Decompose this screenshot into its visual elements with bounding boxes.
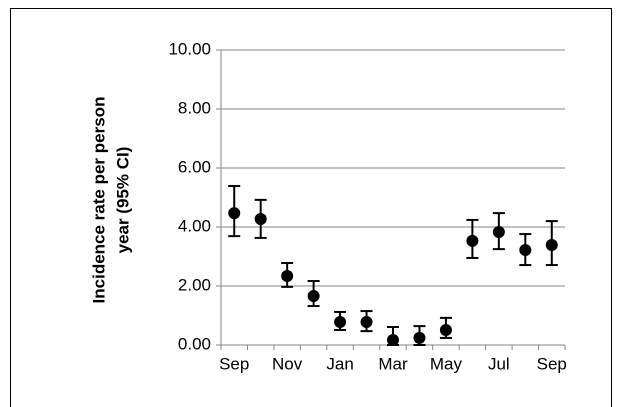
marker [334,315,347,328]
y-tick-label: 0.00 [178,334,211,353]
y-tick-label: 8.00 [178,98,211,117]
marker [466,234,479,247]
y-tick-label: 2.00 [178,275,211,294]
chart-frame [10,8,612,407]
y-axis-title: Incidence rate per person [89,97,108,304]
x-tick-label: Sep [219,354,249,373]
marker [254,213,267,226]
marker [281,269,294,282]
x-tick-label: Nov [272,354,303,373]
x-tick-label: Jan [326,354,353,373]
marker [492,226,505,239]
y-tick-label: 6.00 [178,157,211,176]
x-tick-label: Jul [488,354,510,373]
marker [413,331,426,344]
marker [387,333,399,346]
x-tick-label: Mar [378,354,408,373]
x-tick-label: Sep [537,354,567,373]
marker [519,244,532,257]
marker [439,323,452,336]
x-tick-label: May [430,354,463,373]
marker [307,290,320,303]
marker [545,238,558,251]
y-axis-title: year (95% CI) [113,147,132,254]
y-tick-label: 4.00 [178,216,211,235]
marker [360,315,373,328]
marker [228,207,241,220]
y-tick-label: 10.00 [168,39,211,58]
